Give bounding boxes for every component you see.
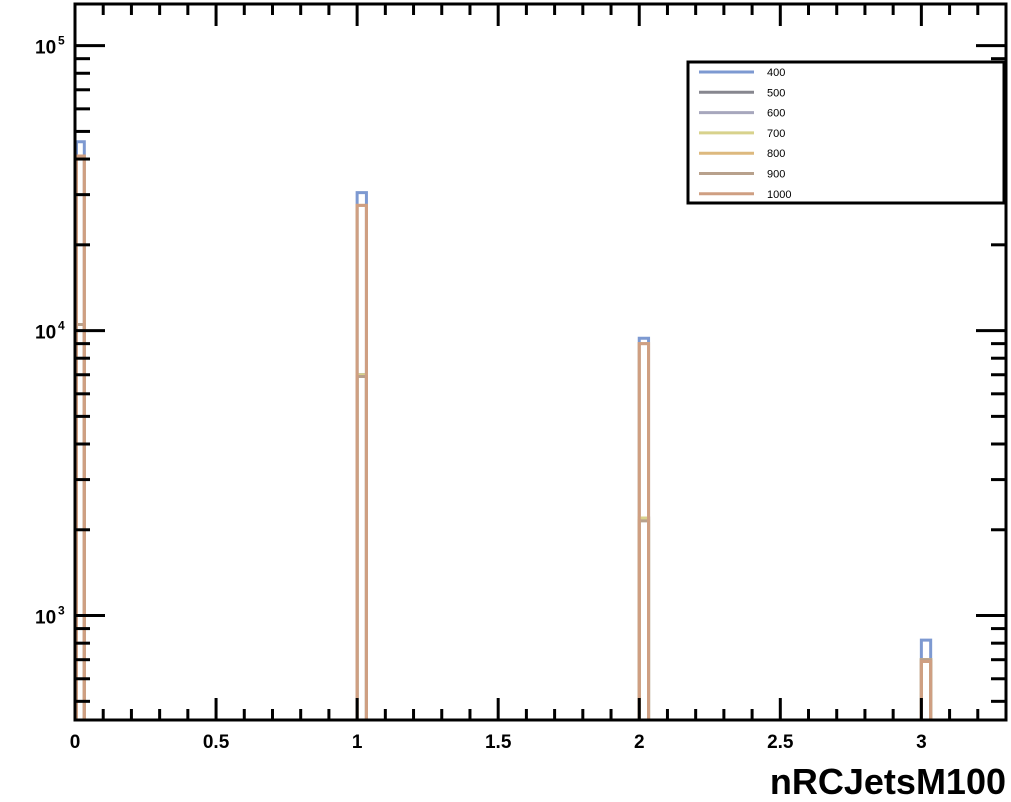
histogram-series-800 [75, 154, 1006, 722]
x-tick-label: 3 [916, 732, 927, 753]
legend-label-1000: 1000 [767, 189, 791, 201]
y-tick-label-exponent: 3 [58, 604, 65, 618]
y-tick-label-exponent: 4 [58, 319, 65, 333]
legend-label-900: 900 [767, 169, 785, 181]
x-axis-title: nRCJetsM100 [770, 761, 1006, 802]
x-tick-label: 2 [634, 732, 645, 753]
legend-label-400: 400 [767, 67, 785, 79]
y-tick-label: 10 [35, 608, 56, 629]
legend-label-800: 800 [767, 148, 785, 160]
x-tick-label: 0.5 [203, 732, 230, 753]
legend-label-700: 700 [767, 128, 785, 140]
histogram-series-600 [75, 323, 1006, 722]
histogram-series-1000 [75, 154, 1006, 722]
histogram-series-layer [75, 140, 1006, 722]
legend: 400 500 600 700 800 900 1000 [686, 60, 1006, 205]
legend-label-600: 600 [767, 108, 785, 120]
legend-label-500: 500 [767, 87, 785, 99]
x-tick-label: 0 [70, 732, 81, 753]
legend-entries: 400 500 600 700 800 900 1000 [699, 67, 791, 201]
y-tick-label: 10 [35, 38, 56, 59]
x-tick-labels: 0 0.5 1 1.5 2 2.5 3 [70, 732, 927, 753]
x-tick-label: 1.5 [485, 732, 512, 753]
y-tick-label: 10 [35, 323, 56, 344]
plot-frame [73, 2, 1008, 722]
histogram-series-400 [75, 140, 1006, 722]
x-tick-label: 2.5 [767, 732, 794, 753]
y-tick-label-exponent: 5 [58, 34, 65, 48]
histogram-series-900 [75, 323, 1006, 722]
x-tick-label: 1 [352, 732, 363, 753]
histogram-series-500 [75, 323, 1006, 722]
histogram-series-700 [75, 323, 1006, 722]
